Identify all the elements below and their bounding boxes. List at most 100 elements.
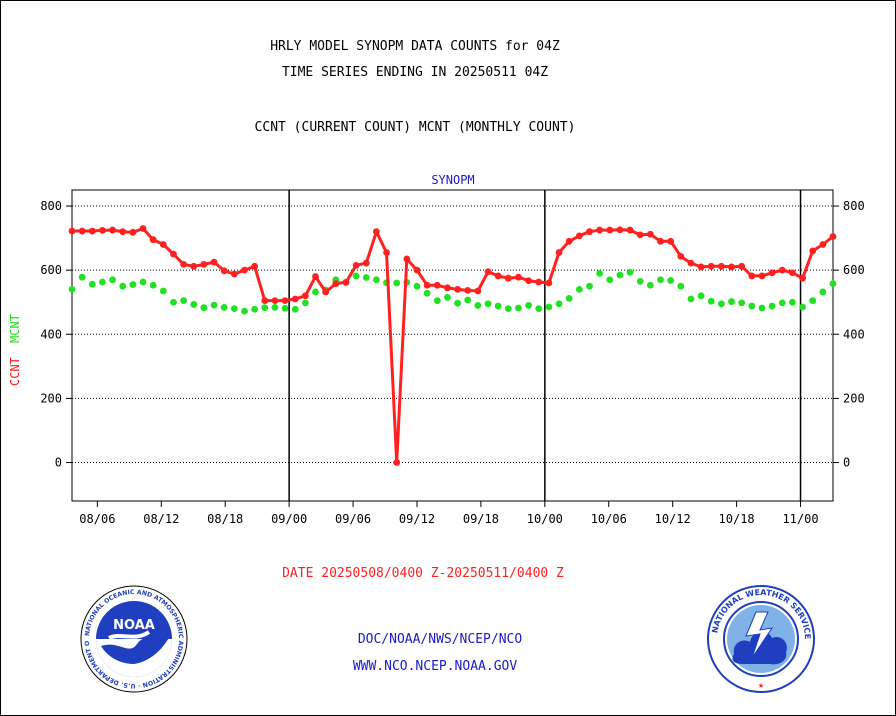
y-tick-label-right: 800 [843,199,865,213]
data-point-ccnt [433,281,441,289]
svg-text:★: ★ [758,680,764,691]
data-point-ccnt [271,297,279,305]
panel-title-synopm: SYNOPM [431,173,474,187]
noaa-logo: NOAA NATIONAL OCEANIC AND ATMOSPHERIC AD… [79,584,188,693]
data-point-mcnt [291,305,299,313]
y-tick-label-left: 0 [55,456,62,470]
data-point-ccnt [596,226,604,234]
data-point-mcnt [829,280,837,288]
data-point-ccnt [809,247,817,255]
data-point-mcnt [778,299,786,307]
data-point-mcnt [88,280,96,288]
x-tick-label: 09/00 [271,512,307,526]
data-point-ccnt [819,241,827,248]
noaa-logo-text: NOAA [113,618,155,633]
data-point-ccnt [68,227,76,235]
org-path-label: DOC/NOAA/NWS/NCEP/NCO [357,632,523,647]
data-point-mcnt [586,282,593,290]
data-point-mcnt [646,281,654,289]
nws-logo: ★ NATIONAL WEATHER SERVICE [707,585,815,693]
data-point-mcnt [393,279,401,287]
data-point-ccnt [494,272,502,280]
data-point-ccnt [697,263,705,271]
data-point-mcnt [657,276,664,284]
data-point-ccnt [687,259,695,267]
y-tick-label-right: 0 [843,456,850,470]
data-point-ccnt [261,297,269,305]
data-point-mcnt [758,304,766,312]
x-tick-label: 09/12 [399,512,435,526]
data-point-ccnt [241,266,248,274]
data-point-ccnt [251,262,259,270]
data-point-mcnt [474,302,482,309]
data-point-mcnt [352,272,360,280]
data-point-ccnt [616,226,624,234]
data-point-mcnt [241,307,248,315]
data-point-mcnt [626,268,634,276]
y-tick-label-right: 600 [843,263,865,277]
x-tick-label: 09/18 [463,512,499,526]
y-tick-label-right: 200 [843,391,865,405]
data-point-ccnt [139,225,147,232]
data-point-ccnt [119,228,127,236]
data-point-mcnt [119,282,127,290]
data-point-ccnt [413,266,421,274]
data-point-mcnt [180,297,188,305]
data-point-mcnt [444,294,451,301]
data-point-mcnt [78,273,86,281]
data-point-ccnt [99,226,106,234]
data-point-ccnt [301,292,309,300]
data-point-mcnt [99,278,106,286]
data-point-mcnt [362,274,370,281]
data-point-ccnt [332,280,340,288]
data-point-mcnt [636,277,644,285]
data-point-ccnt [484,268,492,276]
data-point-ccnt [88,227,96,235]
data-point-ccnt [758,272,766,280]
data-point-mcnt [819,288,827,296]
data-point-mcnt [301,299,309,307]
ylabel-mcnt: MCNT [8,314,22,343]
x-tick-label: 08/06 [79,512,115,526]
x-tick-label: 08/18 [207,512,243,526]
chart-title-line1: HRLY MODEL SYNOPM DATA COUNTS for 04Z [270,39,560,54]
data-point-mcnt [677,282,685,290]
data-point-mcnt [789,298,796,306]
data-point-mcnt [525,302,532,309]
data-point-ccnt [545,279,553,287]
data-point-mcnt [494,302,502,310]
website-link[interactable]: WWW.NCO.NCEP.NOAA.GOV [352,659,518,674]
data-point-ccnt [220,267,228,275]
data-point-ccnt [149,236,157,244]
data-point-mcnt [281,304,289,312]
data-point-mcnt [606,276,614,284]
data-point-ccnt [565,237,573,245]
data-point-mcnt [423,289,431,297]
data-point-ccnt [667,237,675,245]
x-tick-label: 10/00 [527,512,563,526]
data-point-mcnt [413,282,421,290]
data-point-ccnt [606,226,614,234]
data-point-ccnt [464,286,472,294]
data-point-mcnt [230,305,238,313]
data-point-mcnt [535,305,543,313]
data-point-ccnt [383,249,390,256]
data-point-mcnt [809,297,817,305]
chart-title-line2: TIME SERIES ENDING IN 20250511 04Z [281,65,549,80]
data-point-ccnt [78,227,86,235]
data-point-ccnt [454,285,461,293]
x-tick-label: 10/06 [591,512,627,526]
data-point-mcnt [312,288,319,296]
y-tick-label-left: 600 [40,263,62,277]
x-tick-label: 08/12 [143,512,179,526]
data-point-ccnt [393,459,401,466]
data-point-mcnt [728,298,735,305]
data-point-mcnt [748,302,756,310]
data-point-ccnt [646,230,654,238]
data-point-mcnt [159,287,167,295]
series-ccnt [68,225,837,466]
data-point-mcnt [545,303,553,311]
data-point-mcnt [596,269,604,277]
data-point-ccnt [657,237,664,245]
data-point-mcnt [738,299,746,307]
